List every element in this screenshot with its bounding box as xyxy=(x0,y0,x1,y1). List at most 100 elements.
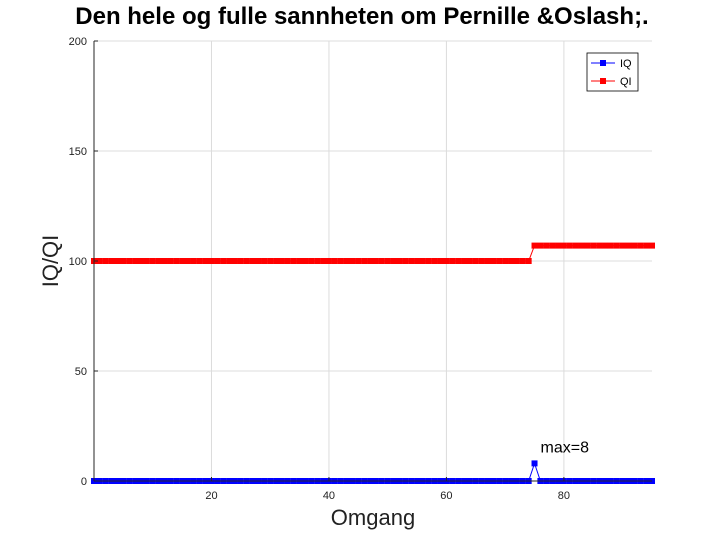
data-point-iq xyxy=(531,460,538,467)
data-point-qi xyxy=(572,242,579,249)
data-point-qi xyxy=(196,258,203,264)
data-point-qi xyxy=(637,242,644,249)
data-point-qi xyxy=(161,258,168,264)
data-point-qi xyxy=(478,258,485,264)
data-point-qi xyxy=(355,258,362,264)
data-point-qi xyxy=(296,258,303,264)
data-point-qi xyxy=(625,242,632,249)
data-point-qi xyxy=(631,242,638,249)
data-point-qi xyxy=(607,242,614,249)
data-point-qi xyxy=(290,258,297,264)
data-point-qi xyxy=(137,258,144,264)
legend-marker-qi xyxy=(600,78,606,84)
data-point-qi xyxy=(408,258,415,264)
data-point-qi xyxy=(243,258,250,264)
legend-marker-iq xyxy=(600,60,606,66)
data-point-qi xyxy=(543,242,550,249)
data-point-qi xyxy=(414,258,421,264)
data-point-qi xyxy=(602,242,609,249)
data-point-qi xyxy=(273,258,280,264)
x-tick-label: 80 xyxy=(558,490,570,502)
data-point-qi xyxy=(578,242,585,249)
legend-label-qi: QI xyxy=(620,76,632,88)
data-point-qi xyxy=(649,242,655,249)
data-point-qi xyxy=(390,258,397,264)
data-point-qi xyxy=(449,258,456,264)
data-point-qi xyxy=(484,258,491,264)
data-point-qi xyxy=(513,258,520,264)
data-point-qi xyxy=(108,258,115,264)
axes xyxy=(93,40,652,482)
data-point-qi xyxy=(331,258,338,264)
x-tick-label: 40 xyxy=(323,490,335,502)
data-point-qi xyxy=(502,258,509,264)
data-point-qi xyxy=(461,258,468,264)
data-point-qi xyxy=(114,258,121,264)
data-point-qi xyxy=(508,258,515,264)
data-point-qi xyxy=(425,258,432,264)
data-point-qi xyxy=(278,258,285,264)
tick-labels: 20 40 60 80 0 50 100 150 200 xyxy=(69,36,570,502)
data-point-qi xyxy=(431,258,438,264)
data-point-qi xyxy=(619,242,626,249)
data-point-qi xyxy=(214,258,221,264)
data-point-qi xyxy=(308,258,315,264)
data-point-qi xyxy=(231,258,238,264)
data-point-qi xyxy=(320,258,327,264)
data-point-qi xyxy=(455,258,462,264)
data-point-qi xyxy=(519,258,526,264)
data-point-qi xyxy=(537,242,544,249)
data-point-qi xyxy=(255,258,262,264)
data-point-qi xyxy=(584,242,591,249)
data-point-qi xyxy=(343,258,350,264)
data-point-qi xyxy=(96,258,103,264)
data-point-qi xyxy=(361,258,368,264)
y-tick-label: 100 xyxy=(69,256,87,268)
y-tick-label: 50 xyxy=(75,366,87,378)
data-point-qi xyxy=(402,258,409,264)
data-point-qi xyxy=(202,258,209,264)
data-point-qi xyxy=(284,258,291,264)
data-point-qi xyxy=(378,258,385,264)
data-point-qi xyxy=(179,258,186,264)
data-point-qi xyxy=(261,258,268,264)
data-point-qi xyxy=(396,258,403,264)
data-point-qi xyxy=(566,242,573,249)
data-point-qi xyxy=(496,258,503,264)
data-point-qi xyxy=(596,242,603,249)
data-point-qi xyxy=(184,258,191,264)
legend-box xyxy=(586,52,639,92)
data-point-qi xyxy=(525,258,532,264)
y-tick-label: 200 xyxy=(69,36,87,48)
max-annotation: max=8 xyxy=(541,439,590,456)
data-point-qi xyxy=(314,258,321,264)
data-point-qi xyxy=(472,258,479,264)
data-point-qi xyxy=(590,242,597,249)
x-tick-label: 20 xyxy=(205,490,217,502)
chart-title: Den hele og fulle sannheten om Pernille … xyxy=(75,3,648,30)
data-point-qi xyxy=(419,258,426,264)
data-point-qi xyxy=(126,258,133,264)
data-point-qi xyxy=(220,258,227,264)
data-point-qi xyxy=(560,242,567,249)
data-point-qi xyxy=(143,258,150,264)
data-point-qi xyxy=(237,258,244,264)
data-point-qi xyxy=(173,258,180,264)
data-point-qi xyxy=(102,258,109,264)
data-point-qi xyxy=(120,258,127,264)
y-tick-label: 0 xyxy=(81,476,87,488)
y-axis-label: IQ/QI xyxy=(38,235,63,288)
data-point-qi xyxy=(149,258,156,264)
x-tick-label: 60 xyxy=(440,490,452,502)
x-axis-label: Omgang xyxy=(331,505,415,530)
legend-label-iq: IQ xyxy=(620,58,632,70)
data-point-qi xyxy=(490,258,497,264)
data-point-qi xyxy=(132,258,139,264)
data-point-qi xyxy=(384,258,391,264)
data-point-qi xyxy=(466,258,473,264)
y-tick-label: 150 xyxy=(69,146,87,158)
data-point-qi xyxy=(613,242,620,249)
data-point-qi xyxy=(155,258,162,264)
data-point-qi xyxy=(325,258,332,264)
